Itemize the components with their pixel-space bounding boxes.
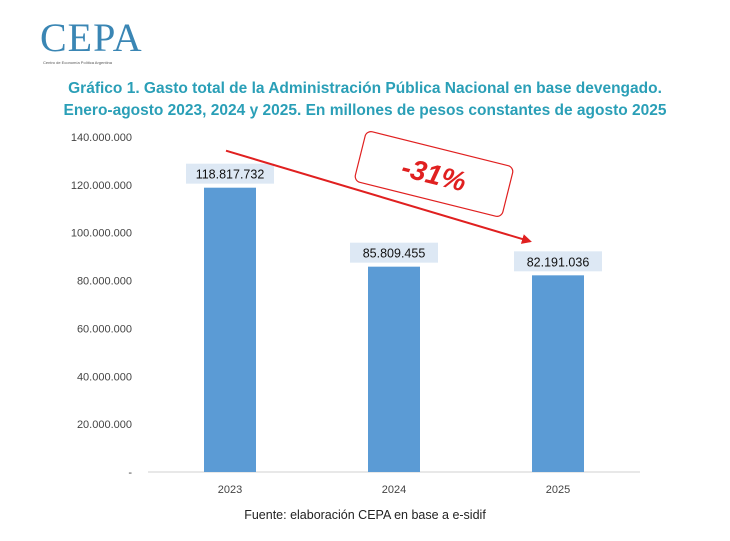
y-tick-label: 60.000.000 bbox=[77, 323, 132, 335]
x-tick-label: 2025 bbox=[546, 484, 570, 496]
y-tick-label: - bbox=[128, 467, 132, 479]
y-tick-label: 80.000.000 bbox=[77, 276, 132, 288]
y-tick-label: 40.000.000 bbox=[77, 371, 132, 383]
trend-arrow bbox=[225, 149, 532, 244]
bar-2025 bbox=[532, 275, 584, 472]
x-tick-label: 2023 bbox=[218, 484, 242, 496]
chart-title-line1: Gráfico 1. Gasto total de la Administrac… bbox=[68, 80, 662, 97]
data-label-box bbox=[186, 163, 274, 184]
source-note: Fuente: elaboración CEPA en base a e-sid… bbox=[244, 508, 486, 522]
bar-2023 bbox=[204, 187, 256, 472]
data-label: 118.817.732 bbox=[196, 168, 265, 182]
cepa-logo: CEPA Centro de Economía Política Argenti… bbox=[40, 14, 150, 74]
x-axis: 2023 2024 2025 bbox=[218, 484, 570, 496]
y-tick-label: 120.000.000 bbox=[71, 180, 132, 192]
chart-title-line2: Enero-agosto 2023, 2024 y 2025. En millo… bbox=[63, 102, 667, 119]
data-label: 82.191.036 bbox=[527, 255, 590, 269]
data-label: 85.809.455 bbox=[363, 247, 426, 261]
y-tick-label: 20.000.000 bbox=[77, 419, 132, 431]
x-tick-label: 2024 bbox=[382, 484, 406, 496]
percent-callout: -31% bbox=[354, 131, 514, 217]
annotation: -31% bbox=[225, 131, 532, 244]
y-tick-label: 140.000.000 bbox=[71, 132, 132, 144]
y-axis: - 20.000.000 40.000.000 60.000.000 80.000.00… bbox=[71, 132, 133, 479]
bars: 118.817.732 85.809.455 82.191.036 bbox=[186, 163, 602, 472]
data-label-box bbox=[514, 251, 602, 272]
logo-subtitle: Centro de Economía Política Argentina bbox=[43, 60, 112, 65]
bar-2024 bbox=[368, 266, 420, 472]
data-label-box bbox=[350, 242, 438, 263]
logo-text: CEPA bbox=[40, 15, 143, 60]
y-tick-label: 100.000.000 bbox=[71, 228, 132, 240]
